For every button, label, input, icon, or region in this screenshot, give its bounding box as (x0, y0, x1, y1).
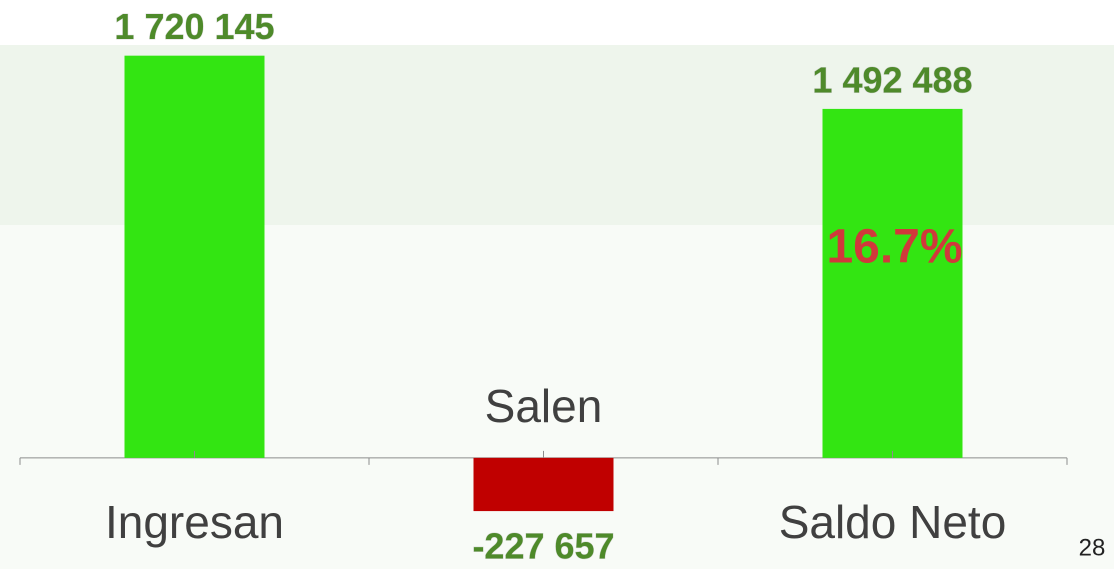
value-label: -227 657 (472, 526, 614, 567)
bar (124, 55, 265, 458)
page-number: 28 (1079, 534, 1106, 561)
value-label: 1 492 488 (812, 59, 972, 100)
bar (473, 457, 614, 512)
annotation: 16.7% (826, 221, 962, 274)
x-tick-label: Salen (485, 380, 603, 432)
bar (822, 108, 963, 458)
value-label: 1 720 145 (114, 6, 274, 47)
x-tick-label: Ingresan (105, 496, 284, 548)
x-tick-label: Saldo Neto (779, 496, 1007, 548)
